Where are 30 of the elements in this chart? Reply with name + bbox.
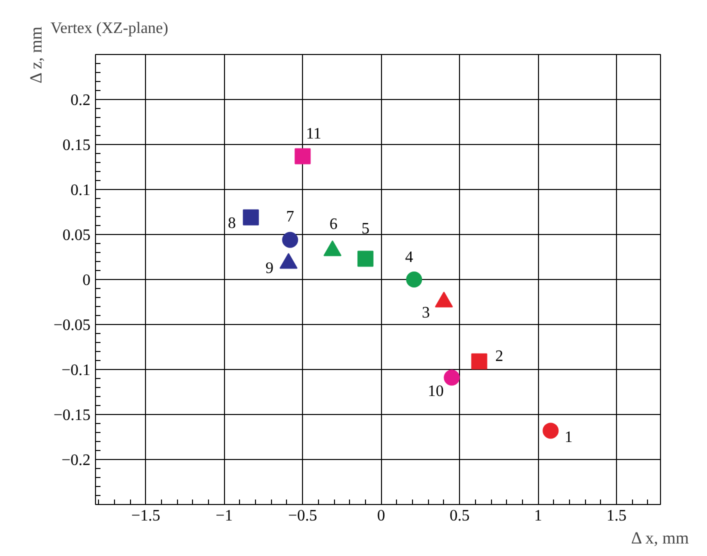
y-tick-label: −0.2: [61, 452, 91, 469]
y-tick-label: 0.1: [70, 182, 90, 199]
x-tick-label: 1.5: [606, 508, 627, 524]
annotation: 6: [329, 216, 338, 234]
y-tick-label: 0.2: [70, 92, 90, 109]
y-axis-title: Δ z, mm: [26, 26, 46, 84]
y-tick-label: −0.1: [61, 362, 91, 379]
annotation: 9: [266, 260, 274, 277]
y-tick-label: −0.15: [53, 407, 91, 424]
annotation: 10: [428, 383, 444, 400]
x-tick-label: 0: [377, 508, 386, 524]
y-tick-label: 0.05: [62, 227, 90, 244]
x-tick-label: −0.5: [288, 508, 318, 524]
annotation: 11: [306, 126, 322, 143]
y-tick-label: 0: [82, 272, 90, 289]
annotation: 3: [422, 304, 430, 322]
x-tick-label: 0.5: [450, 508, 470, 524]
x-axis-title: Δ x, mm: [631, 528, 689, 548]
x-tick-label: 1: [534, 508, 542, 524]
y-tick-label: 0.15: [62, 137, 90, 154]
annotation: 4: [405, 249, 414, 266]
annotation: 7: [286, 208, 294, 226]
annotation: 2: [495, 348, 504, 365]
annotation: 8: [228, 214, 236, 232]
x-tick-label: −1: [216, 508, 233, 524]
y-tick-label: −0.05: [53, 317, 91, 334]
chart-title: Vertex (XZ-plane): [50, 20, 168, 37]
annotation: 1: [564, 429, 573, 446]
annotation: 5: [361, 220, 370, 238]
x-tick-label: −1.5: [131, 508, 160, 524]
